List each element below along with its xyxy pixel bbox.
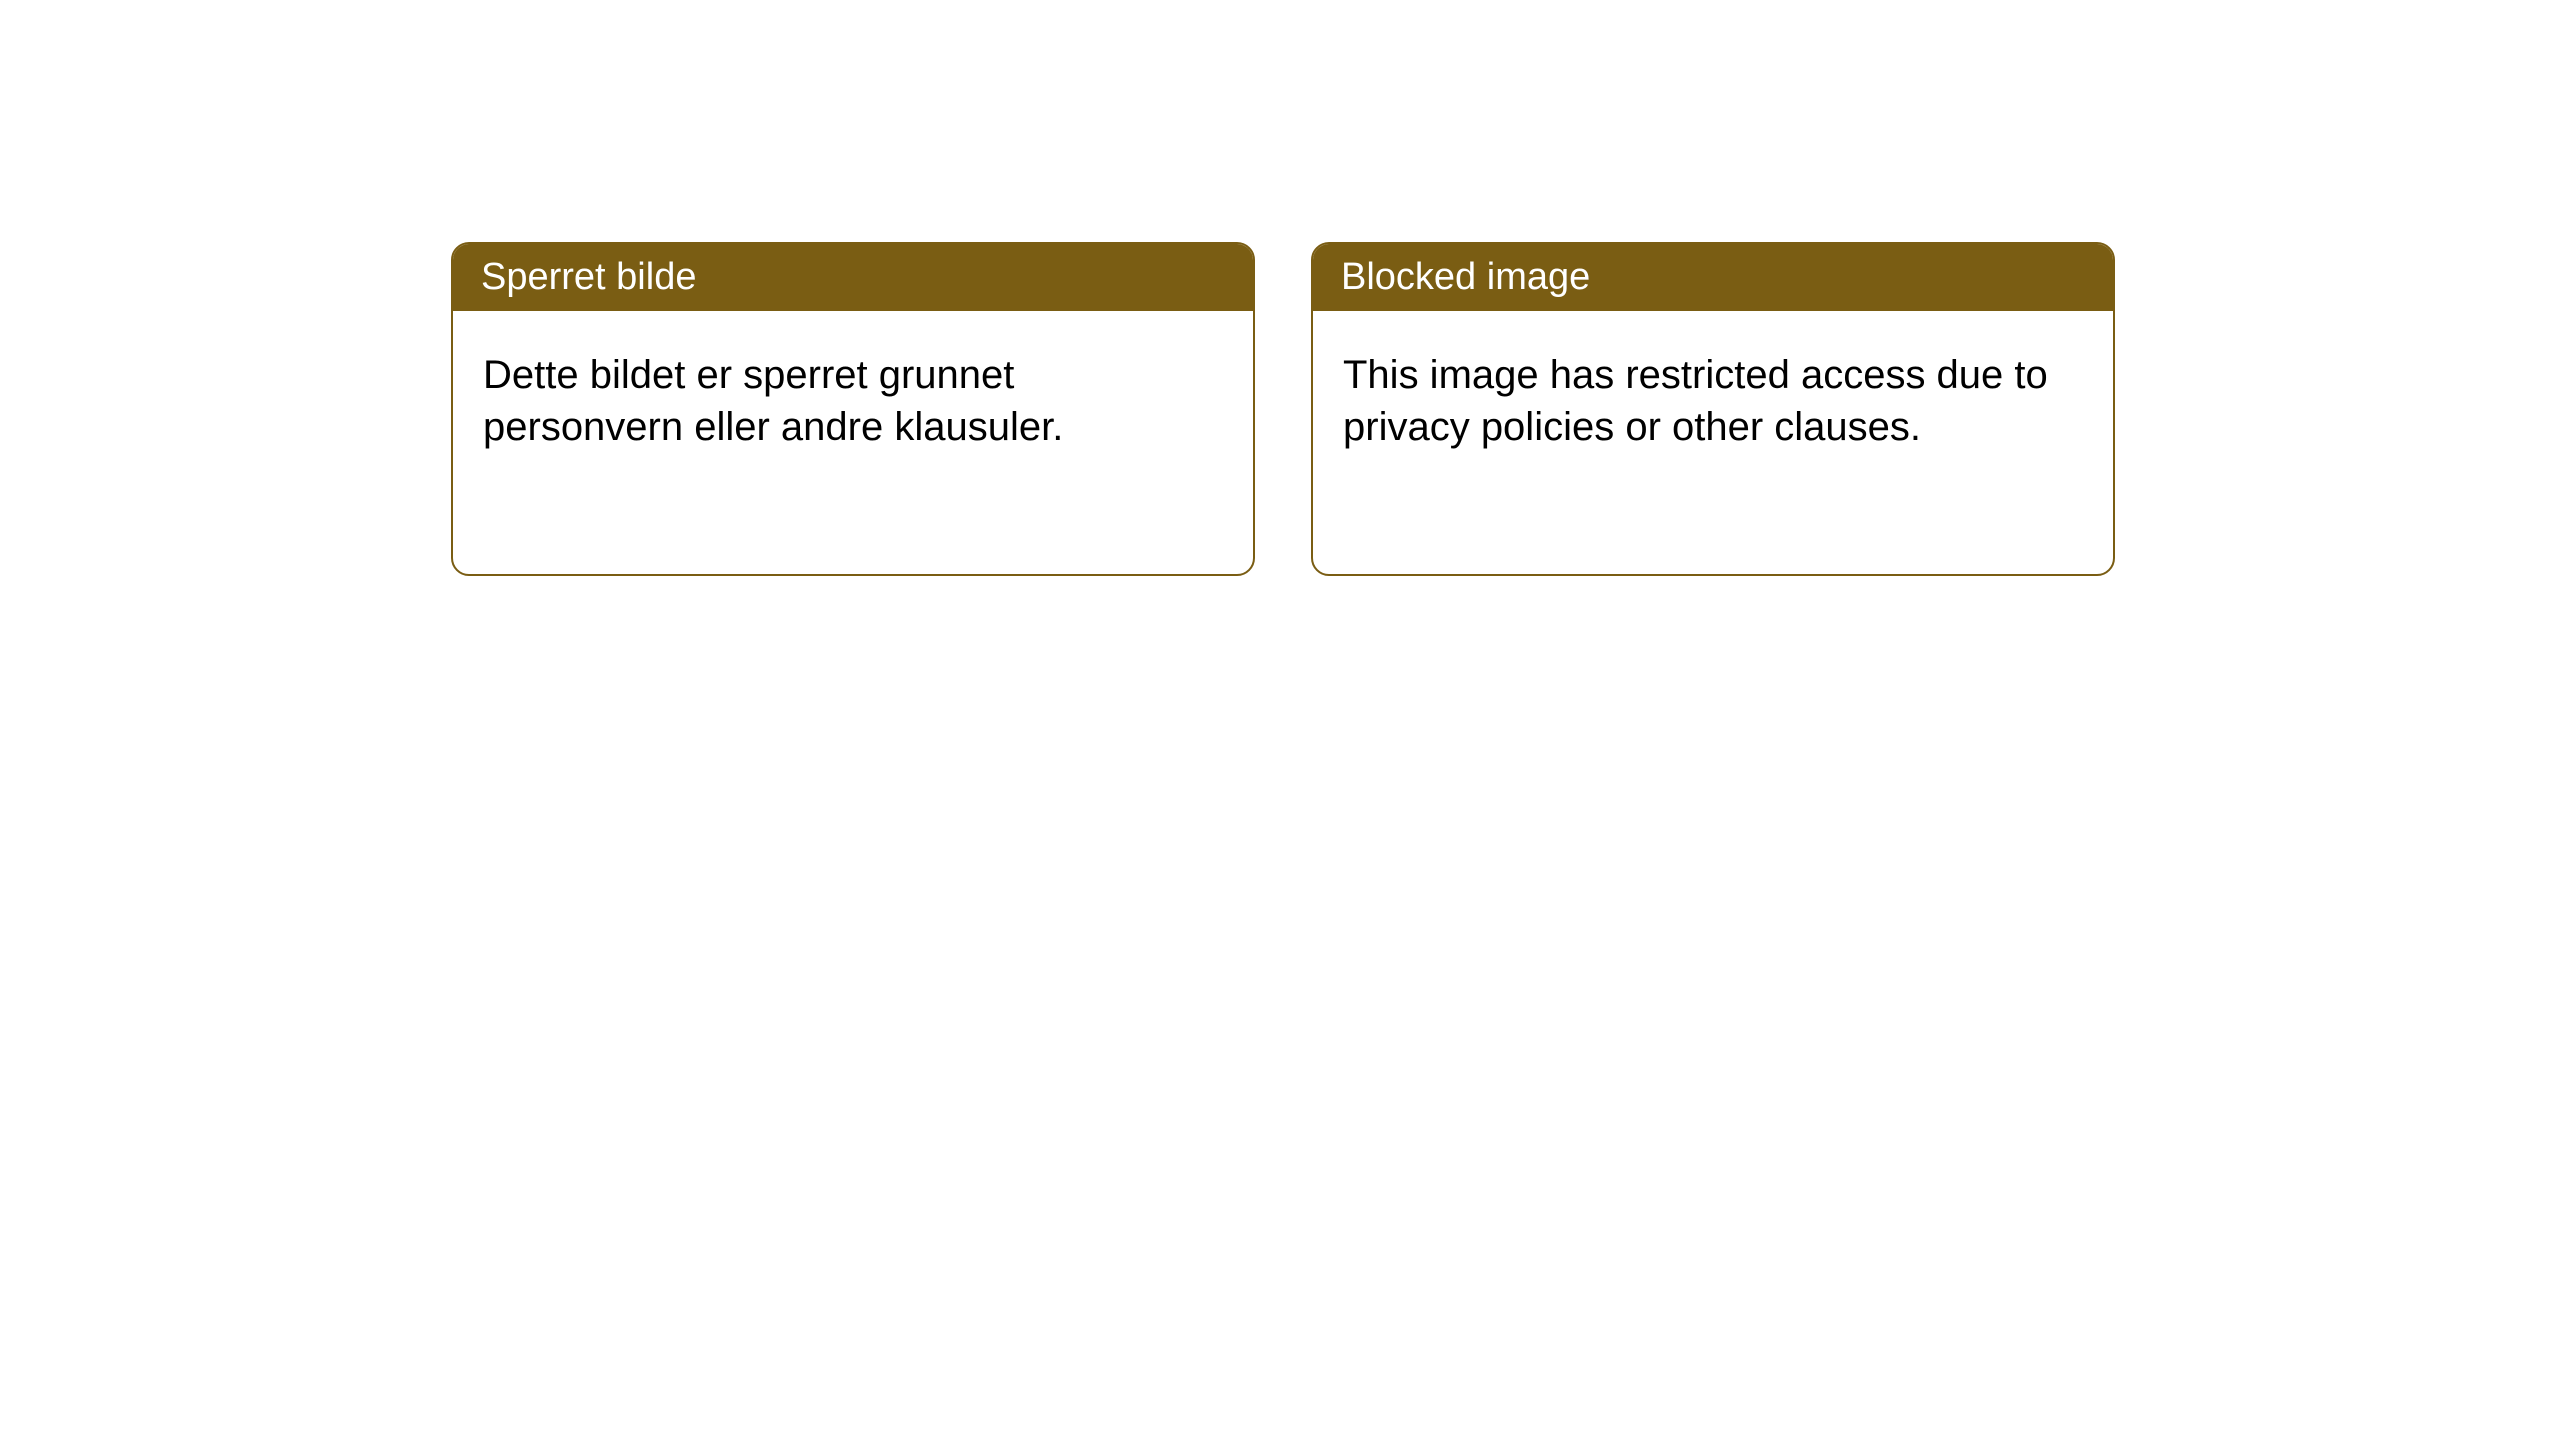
card-body-text: Dette bildet er sperret grunnet personve… bbox=[483, 353, 1063, 449]
card-title: Blocked image bbox=[1341, 256, 1590, 298]
card-body: Dette bildet er sperret grunnet personve… bbox=[453, 311, 1253, 491]
card-title: Sperret bilde bbox=[481, 256, 696, 298]
card-body-text: This image has restricted access due to … bbox=[1343, 353, 2048, 449]
card-body: This image has restricted access due to … bbox=[1313, 311, 2113, 491]
card-header: Blocked image bbox=[1313, 244, 2113, 311]
blocked-image-card-en: Blocked image This image has restricted … bbox=[1311, 242, 2115, 576]
notice-container: Sperret bilde Dette bildet er sperret gr… bbox=[0, 0, 2560, 576]
blocked-image-card-no: Sperret bilde Dette bildet er sperret gr… bbox=[451, 242, 1255, 576]
card-header: Sperret bilde bbox=[453, 244, 1253, 311]
